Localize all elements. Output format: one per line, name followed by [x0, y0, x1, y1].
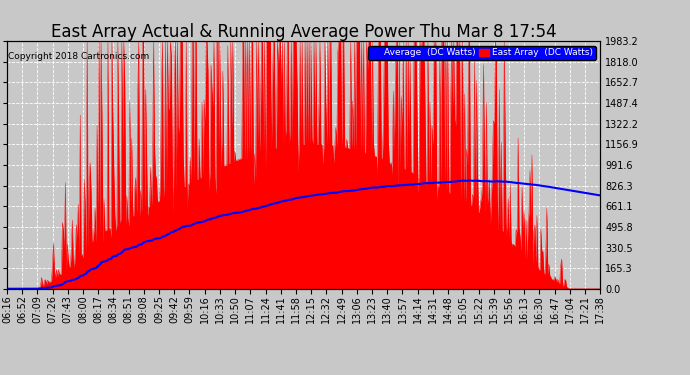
Title: East Array Actual & Running Average Power Thu Mar 8 17:54: East Array Actual & Running Average Powe… — [51, 23, 556, 41]
Legend: Average  (DC Watts), East Array  (DC Watts): Average (DC Watts), East Array (DC Watts… — [368, 46, 595, 60]
Text: Copyright 2018 Cartronics.com: Copyright 2018 Cartronics.com — [8, 53, 149, 62]
